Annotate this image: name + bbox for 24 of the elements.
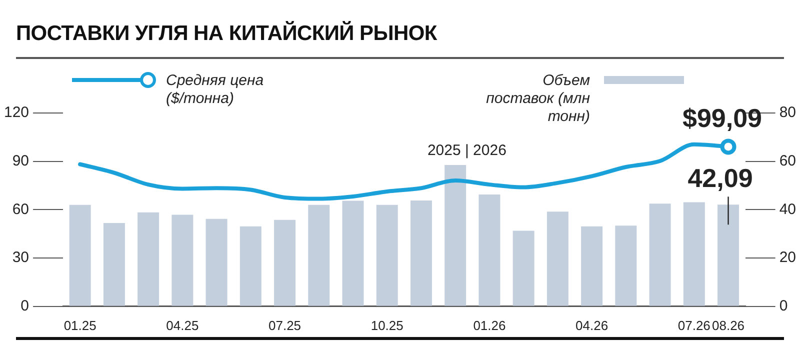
y2-tick-label: 60	[779, 152, 796, 170]
data-label: $99,09	[682, 102, 762, 133]
x-tick-label: 01.25	[64, 318, 96, 333]
y2-tick-label: 0	[779, 298, 788, 315]
y2-tick-label: 40	[779, 200, 796, 218]
chart-title: ПОСТАВКИ УГЛЯ НА КИТАЙСКИЙ РЫНОК	[16, 22, 438, 46]
y2-tick-label: 20	[779, 249, 796, 266]
x-tick-label: 10.25	[370, 318, 404, 333]
x-tick-label: 04.25	[166, 318, 199, 333]
legend-label: Средняя цена ($/тонна)	[166, 72, 265, 108]
annotation: 2025 | 2026	[427, 142, 506, 160]
y-tick-label: 120	[4, 104, 30, 122]
data-label: 42,09	[688, 162, 753, 193]
y2-tick-label: 80	[779, 104, 796, 122]
text: Объем поставок (млн тонн)	[485, 72, 590, 126]
x-tick-label: 08.26	[712, 318, 745, 333]
y-tick-label: 30	[12, 249, 30, 266]
x-tick-label: 07.26	[678, 318, 710, 333]
y-tick-label: 0	[20, 298, 30, 315]
y-tick-label: 60	[12, 200, 30, 218]
x-tick-label: 07.25	[268, 318, 302, 333]
x-tick-label: 01.26	[473, 318, 506, 333]
y-tick-label: 90	[12, 152, 30, 170]
x-tick-label: 04.26	[576, 318, 608, 333]
